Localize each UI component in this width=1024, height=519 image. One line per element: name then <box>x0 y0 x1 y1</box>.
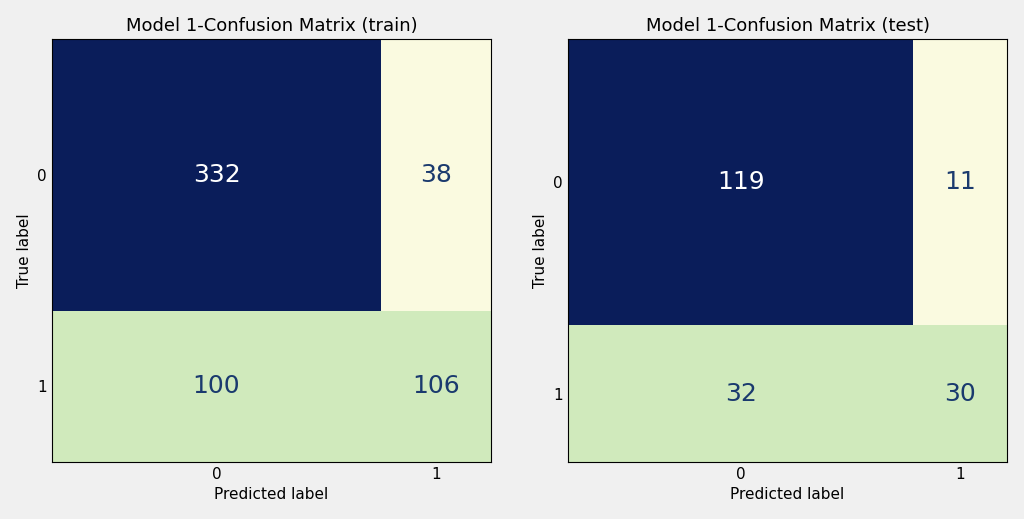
Text: 100: 100 <box>193 374 241 398</box>
X-axis label: Predicted label: Predicted label <box>214 487 329 502</box>
Text: 106: 106 <box>413 374 460 398</box>
Bar <box>568 325 913 462</box>
Text: 38: 38 <box>420 163 453 187</box>
Text: 32: 32 <box>725 381 757 406</box>
Bar <box>568 39 913 325</box>
Bar <box>913 39 1008 325</box>
Bar <box>381 39 492 311</box>
Text: 119: 119 <box>717 170 765 194</box>
Title: Model 1-Confusion Matrix (train): Model 1-Confusion Matrix (train) <box>126 17 417 35</box>
Text: 11: 11 <box>944 170 976 194</box>
Bar <box>913 325 1008 462</box>
Y-axis label: True label: True label <box>16 213 32 288</box>
Bar <box>381 311 492 462</box>
Title: Model 1-Confusion Matrix (test): Model 1-Confusion Matrix (test) <box>645 17 930 35</box>
Text: 332: 332 <box>193 163 241 187</box>
Bar <box>51 39 381 311</box>
Y-axis label: True label: True label <box>532 213 548 288</box>
Bar <box>51 311 381 462</box>
X-axis label: Predicted label: Predicted label <box>730 487 845 502</box>
Text: 30: 30 <box>944 381 976 406</box>
